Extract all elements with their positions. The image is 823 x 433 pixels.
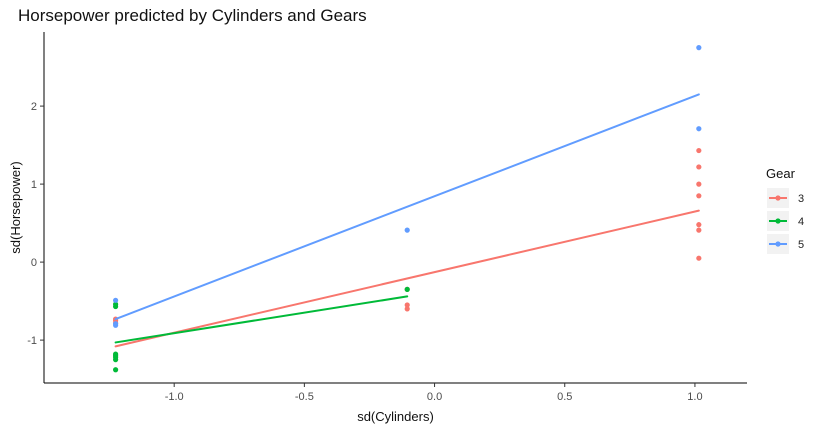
legend-key-point <box>775 241 780 246</box>
legend-item-5: 5 <box>767 234 804 254</box>
x-tick-label: -1.0 <box>165 391 184 403</box>
data-point <box>696 256 701 261</box>
legend-item-4: 4 <box>767 211 804 231</box>
axes: -1.0 -0.5 0.0 0.5 1.0 -1 0 1 2 sd(Cylinders) sd(Ho… <box>8 32 747 424</box>
data-point <box>113 323 118 328</box>
data-point <box>696 228 701 233</box>
y-tick-label: 1 <box>31 179 37 191</box>
legend-key-point <box>775 218 780 223</box>
fit-line-5 <box>116 94 699 319</box>
data-point <box>405 228 410 233</box>
data-point <box>113 298 118 303</box>
legend-label: 3 <box>798 193 804 205</box>
series-3 <box>113 148 701 326</box>
fit-line-4 <box>116 296 408 342</box>
legend-label: 4 <box>798 216 804 228</box>
data-point <box>113 367 118 372</box>
legend-title: Gear <box>766 166 796 181</box>
data-point <box>696 222 701 227</box>
legend-label: 5 <box>798 239 804 251</box>
series-4 <box>113 287 410 373</box>
data-point <box>696 45 701 50</box>
data-point <box>696 164 701 169</box>
y-tick-label: 0 <box>31 257 37 269</box>
data-point <box>696 193 701 198</box>
y-axis-title: sd(Horsepower) <box>8 161 23 253</box>
legend-key-point <box>775 195 780 200</box>
x-tick-label: -0.5 <box>295 391 314 403</box>
x-tick-label: 0.0 <box>427 391 442 403</box>
data-point <box>113 304 118 309</box>
data-point <box>696 182 701 187</box>
y-tick-label: 2 <box>31 101 37 113</box>
y-tick-label: -1 <box>27 335 37 347</box>
data-point <box>696 126 701 131</box>
chart-marks <box>113 45 701 372</box>
data-point <box>405 287 410 292</box>
x-tick-label: 1.0 <box>687 391 702 403</box>
x-tick-label: 0.5 <box>557 391 572 403</box>
legend-item-3: 3 <box>767 188 804 208</box>
x-axis-title: sd(Cylinders) <box>357 409 434 424</box>
data-point <box>405 306 410 311</box>
data-point <box>696 148 701 153</box>
data-point <box>113 357 118 362</box>
